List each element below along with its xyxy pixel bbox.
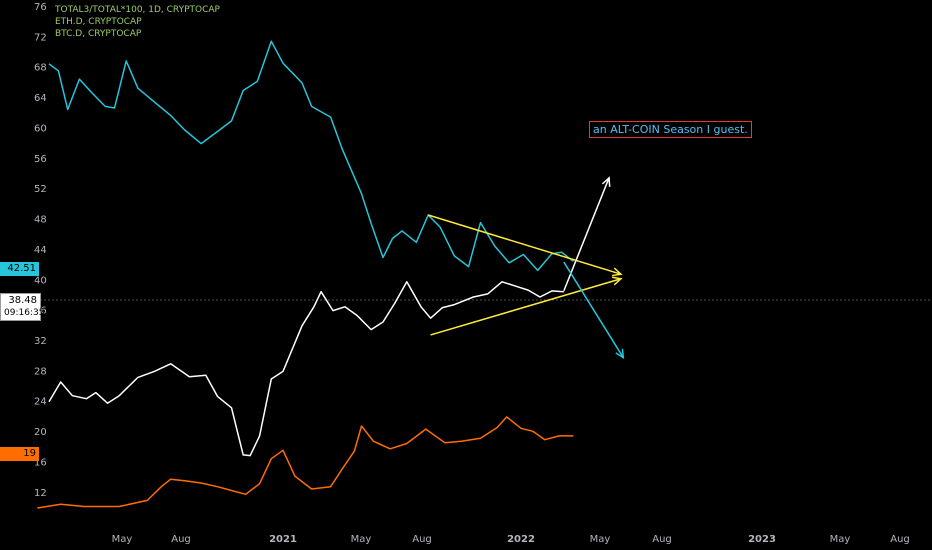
x-tick-label: Aug: [171, 534, 191, 545]
x-tick-label: Aug: [412, 534, 432, 545]
total3-ratio-line: [48, 281, 564, 457]
btc-price-badge: 19: [0, 447, 39, 461]
y-tick-label: 52: [34, 184, 47, 195]
legend: TOTAL3/TOTAL*100, 1D, CRYPTOCAP ETH.D, C…: [55, 4, 220, 40]
x-tick-label: May: [830, 534, 851, 545]
main-price-value: 38.48: [8, 295, 37, 306]
drawing-layer[interactable]: [427, 176, 625, 360]
x-tick-label: May: [112, 534, 133, 545]
y-tick-label: 20: [34, 427, 47, 438]
x-tick-label: Aug: [652, 534, 672, 545]
triangle-lower-trendline: [430, 278, 622, 336]
price-axis: 7672686460565248444036322824201612: [34, 2, 47, 499]
y-tick-label: 16: [34, 457, 47, 468]
y-tick-label: 40: [34, 275, 47, 286]
annotation-note[interactable]: an ALT-COIN Season I guest.: [589, 121, 752, 138]
y-tick-label: 24: [34, 397, 47, 408]
y-tick-label: 60: [34, 123, 47, 134]
y-tick-label: 68: [34, 63, 47, 74]
btc-d-line: [37, 416, 574, 509]
eth-price-badge: 42.51: [0, 262, 39, 276]
y-tick-label: 64: [34, 93, 47, 104]
x-tick-label: May: [351, 534, 372, 545]
series-layer: [37, 40, 574, 509]
x-tick-label: 2021: [269, 534, 297, 545]
y-tick-label: 32: [34, 336, 47, 347]
x-tick-label: May: [590, 534, 611, 545]
bullish-arrow: [563, 177, 610, 292]
triangle-upper-trendline: [427, 214, 622, 275]
y-tick-label: 76: [34, 2, 47, 13]
time-axis: May Aug 2021 May Aug 2022 May Aug 2023 May Aug: [112, 534, 910, 545]
bullish-arrow-head: [601, 176, 611, 187]
y-tick-label: 72: [34, 32, 47, 43]
triangle-upper-trendline-head: [611, 267, 623, 277]
y-tick-label: 28: [34, 366, 47, 377]
y-tick-label: 12: [34, 488, 47, 499]
countdown-timer: 09:16:35: [4, 308, 45, 318]
legend-item-eth-d[interactable]: ETH.D, CRYPTOCAP: [55, 17, 142, 27]
bearish-arrow: [563, 261, 624, 359]
main-price-badge: 38.48 09:16:35: [0, 293, 45, 321]
triangle-lower-trendline-head: [611, 276, 623, 286]
bearish-arrow-head: [615, 348, 625, 360]
y-tick-label: 56: [34, 154, 47, 165]
eth-d-line: [48, 40, 574, 272]
legend-item-btc-d[interactable]: BTC.D, CRYPTOCAP: [55, 29, 142, 39]
legend-item-total3[interactable]: TOTAL3/TOTAL*100, 1D, CRYPTOCAP: [55, 5, 220, 15]
y-tick-label: 48: [34, 215, 47, 226]
y-tick-label: 44: [34, 245, 47, 256]
x-tick-label: Aug: [890, 534, 910, 545]
x-tick-label: 2023: [748, 534, 776, 545]
x-tick-label: 2022: [507, 534, 535, 545]
